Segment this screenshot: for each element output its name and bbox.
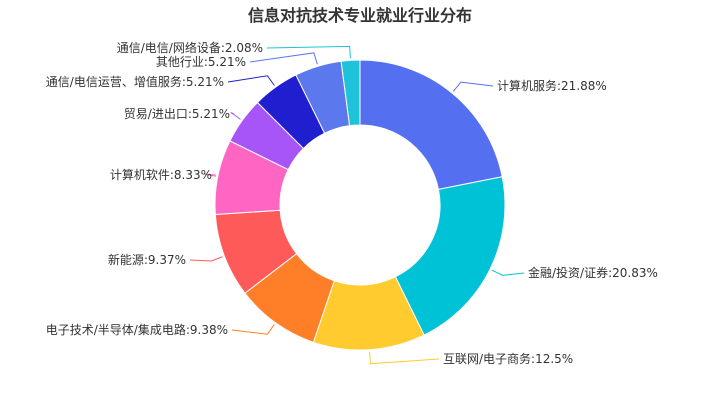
leader-line-3 xyxy=(369,351,440,365)
slice-1[interactable] xyxy=(359,59,503,191)
slice-label-4: 电子技术/半导体/集成电路:9.38% xyxy=(46,322,228,337)
leader-line-10 xyxy=(266,45,351,59)
slice-label-6: 计算机软件:8.33% xyxy=(110,167,212,182)
leader-line-6 xyxy=(203,173,217,177)
leader-line-1 xyxy=(452,81,494,92)
leader-line-7 xyxy=(230,111,241,120)
slice-label-7: 贸易/进出口:5.21% xyxy=(124,107,230,121)
slice-label-2: 金融/投资/证券:20.83% xyxy=(528,265,658,280)
slice-10[interactable] xyxy=(340,59,361,127)
leader-line-2 xyxy=(491,269,525,276)
leader-lines-group xyxy=(189,45,525,365)
slice-label-10: 通信/电信/网络设备:2.08% xyxy=(117,40,263,55)
slice-label-5: 新能源:9.37% xyxy=(108,252,186,267)
slice-label-9: 其他行业:5.21% xyxy=(156,55,246,69)
leader-line-4 xyxy=(231,324,275,335)
slice-label-3: 互联网/电子商务:12.5% xyxy=(443,351,573,366)
slices-group xyxy=(214,59,506,351)
chart-title: 信息对抗技术专业就业行业分布 xyxy=(247,6,472,25)
slice-label-8: 通信/电信运营、增值服务:5.21% xyxy=(46,74,224,89)
leader-line-8 xyxy=(227,75,275,86)
leader-line-5 xyxy=(189,256,223,262)
slice-label-1: 计算机服务:21.88% xyxy=(497,78,607,93)
leader-line-9 xyxy=(249,52,318,65)
slice-labels-group: 计算机服务:21.88% 金融/投资/证券:20.83% 互联网/电子商务:12.5… xyxy=(46,40,658,366)
